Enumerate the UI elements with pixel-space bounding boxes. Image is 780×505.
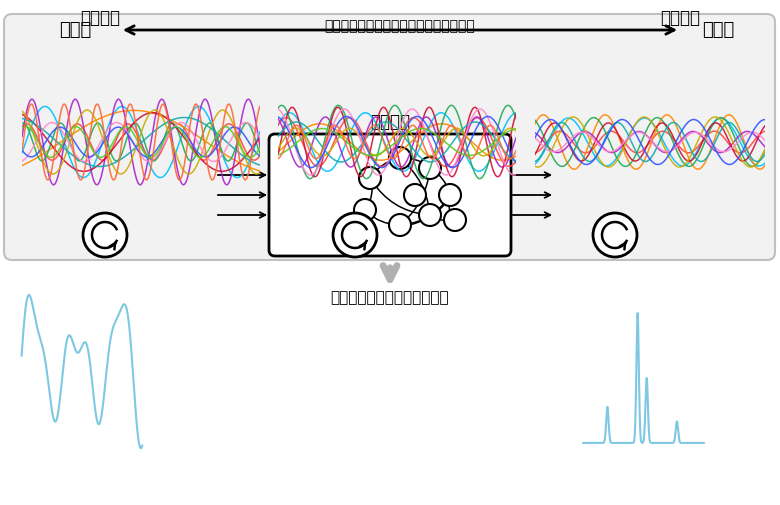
Circle shape <box>419 204 441 226</box>
Text: 小さい: 小さい <box>58 21 91 39</box>
FancyBboxPatch shape <box>4 14 775 260</box>
Circle shape <box>354 199 376 221</box>
Circle shape <box>419 157 441 179</box>
Circle shape <box>593 213 637 257</box>
Text: ニューロンモデルの時間履歴項の効果が: ニューロンモデルの時間履歴項の効果が <box>324 19 475 33</box>
Circle shape <box>439 184 461 206</box>
Circle shape <box>404 184 426 206</box>
Circle shape <box>83 213 127 257</box>
Circle shape <box>444 209 466 231</box>
Text: 入力信号: 入力信号 <box>80 9 120 27</box>
Circle shape <box>333 213 377 257</box>
Circle shape <box>389 214 411 236</box>
Circle shape <box>389 147 411 169</box>
Text: 目標出力: 目標出力 <box>660 9 700 27</box>
Text: ニューロンモデルの発火状態: ニューロンモデルの発火状態 <box>331 290 449 306</box>
Text: リザバー: リザバー <box>370 113 410 131</box>
Circle shape <box>359 167 381 189</box>
FancyBboxPatch shape <box>269 134 511 256</box>
Text: 大きい: 大きい <box>702 21 734 39</box>
